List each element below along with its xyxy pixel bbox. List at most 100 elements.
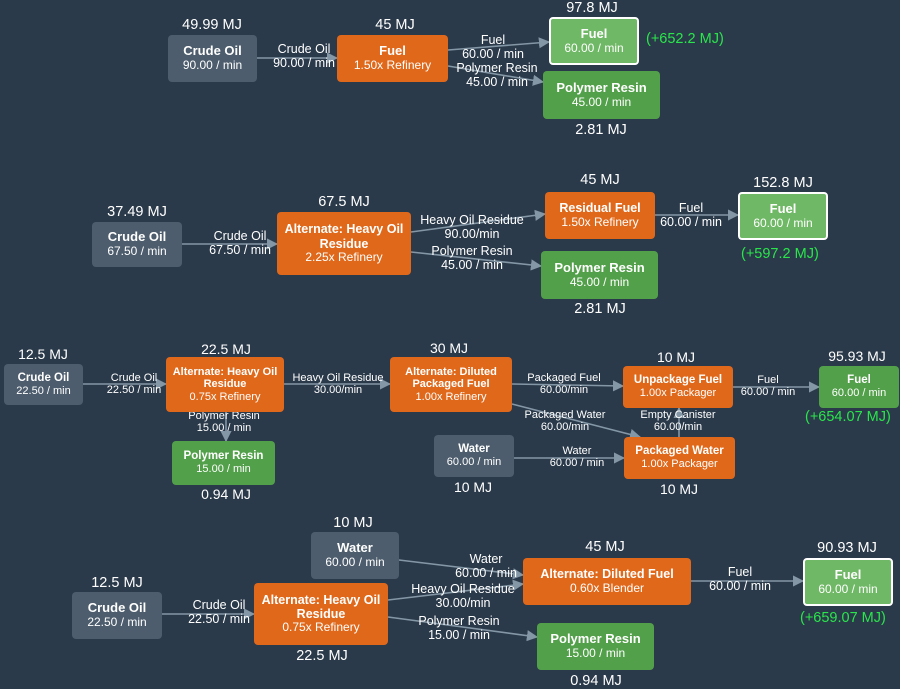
edge-item-name: Fuel [727,565,753,579]
edge-arrow [447,37,551,51]
node-title: Alternate: Heavy Oil Residue [261,592,381,622]
node-fuel-out[interactable]: Fuel 60.00 / min [738,192,828,240]
node-power-mj: 10 MJ [659,481,699,497]
node-fuel-out[interactable]: Fuel 60.00 / min [819,366,899,408]
edge-item-name: Polymer Resin [431,244,513,258]
edge-label: Water 60.00 / min [550,445,604,469]
edge-arrow [387,579,525,601]
edge-item-rate: 67.50 / min [209,242,271,257]
edge-label: Crude Oil 22.50 / min [188,598,250,627]
edge-item-name: Packaged Fuel [527,372,601,384]
edge-label: Polymer Resin 45.00 / min [456,61,537,90]
edge-item-name: Crude Oil [277,42,331,56]
node-heavy-recipe[interactable]: Alternate: Heavy Oil Residue 0.75x Refine… [166,357,284,412]
node-resin-out[interactable]: Polymer Resin 45.00 / min [543,71,660,119]
node-rate: 0.60x Blender [569,580,645,595]
node-title: Alternate: Heavy Oil Residue [172,365,278,391]
node-title: Crude Oil [183,43,242,59]
node-power-mj: 67.5 MJ [318,194,370,210]
edge-label: Fuel 60.00 / min [709,565,771,594]
edge-item-name: Water [469,552,503,566]
edge-item-name: Crude Oil [213,229,267,243]
node-crude[interactable]: Crude Oil 22.50 / min [4,364,83,405]
node-diluted-recipe[interactable]: Alternate: Diluted Packaged Fuel 1.00x Re… [390,357,512,412]
edge-item-name: Polymer Resin [418,614,500,628]
node-title: Polymer Resin [556,79,647,95]
edge-item-rate: 60.00/min [539,384,589,397]
node-power-mj: 2.81 MJ [574,301,626,317]
edge-arrow [387,616,539,642]
node-title: Fuel [847,374,871,387]
node-power-mj: 30 MJ [429,340,469,356]
node-title: Unpackage Fuel [633,374,723,387]
node-rate: 60.00 / min [831,387,887,400]
edge-label: Packaged Water 60.00/min [525,409,606,433]
edge-item-name: Fuel [480,33,506,47]
edge-item-rate: 30.00/min [435,595,491,610]
node-title: Fuel [379,43,406,59]
node-power-mj: 12.5 MJ [18,346,68,362]
node-rate: 60.00 / min [753,215,813,230]
edge-item-rate: 15.00 / min [196,422,252,435]
node-rate: 1.50x Refinery [353,58,432,73]
node-rate: 15.00 / min [196,463,251,476]
edge-label: Crude Oil 22.50 / min [107,372,161,396]
node-title: Alternate: Diluted Packaged Fuel [405,365,497,391]
node-packwater-recipe[interactable]: Packaged Water 1.00x Packager [624,437,735,479]
edge-item-name: Polymer Resin [188,410,260,422]
edge-label: Empty Canister 60.00/min [640,409,715,433]
surplus-power: (+659.07 MJ) [800,610,886,626]
edge-item-name: Crude Oil [192,598,246,612]
node-power-mj: 10 MJ [333,515,373,531]
node-rate: 22.50 / min [87,615,147,630]
node-rate: 0.75x Refinery [282,620,360,635]
node-fuel-recipe[interactable]: Fuel 1.50x Refinery [337,35,448,82]
edge-label: Fuel 60.00 / min [741,374,795,398]
node-crude[interactable]: Crude Oil 67.50 / min [92,222,182,267]
node-fuel-out[interactable]: Fuel 60.00 / min [803,558,893,606]
edge-arrow [447,65,545,86]
node-rate: 60.00 / min [325,555,385,570]
edge-item-rate: 22.50 / min [106,384,162,397]
node-resin-out[interactable]: Polymer Resin 45.00 / min [541,251,658,299]
node-power-mj: 10 MJ [656,349,696,365]
node-power-mj: 10 MJ [453,479,493,495]
node-water[interactable]: Water 60.00 / min [311,532,399,579]
edge-arrow [511,380,625,392]
node-fuel-out[interactable]: Fuel 60.00 / min [549,17,639,65]
node-heavy-recipe[interactable]: Alternate: Heavy Oil Residue 0.75x Refine… [254,583,388,645]
node-blender-recipe[interactable]: Alternate: Diluted Fuel 0.60x Blender [523,558,691,605]
node-rate: 1.50x Refinery [561,214,639,229]
node-rate: 2.25x Refinery [305,249,383,264]
node-power-mj: 0.94 MJ [201,486,251,502]
node-water[interactable]: Water 60.00 / min [434,435,514,477]
edge-item-name: Crude Oil [110,372,158,384]
node-title: Fuel [834,566,862,582]
node-power-mj: 45 MJ [585,539,625,555]
node-resin-out[interactable]: Polymer Resin 15.00 / min [537,623,654,670]
node-power-mj: 12.5 MJ [91,575,143,591]
edge-item-name: Empty Canister [640,409,716,421]
node-crude[interactable]: Crude Oil 90.00 / min [168,35,257,82]
edge-item-rate: 60.00 / min [709,578,771,593]
node-power-mj: 37.49 MJ [107,204,167,220]
node-unpackage-recipe[interactable]: Unpackage Fuel 1.00x Packager [623,366,733,408]
node-title: Packaged Water [635,445,724,458]
node-power-mj: 95.93 MJ [828,348,886,364]
node-rate: 45.00 / min [571,94,632,109]
node-rate: 90.00 / min [182,58,243,73]
edge-item-rate: 60.00 / min [455,565,517,580]
node-residual-recipe[interactable]: Residual Fuel 1.50x Refinery [545,192,655,239]
node-resin-out[interactable]: Polymer Resin 15.00 / min [172,441,275,485]
node-rate: 60.00 / min [818,581,878,596]
node-title: Fuel [580,25,608,41]
edge-label: Water 60.00 / min [455,552,517,581]
node-crude[interactable]: Crude Oil 22.50 / min [72,592,162,639]
edge-item-rate: 90.00 / min [273,55,335,70]
node-power-mj: 0.94 MJ [570,673,622,689]
node-rate: 22.50 / min [16,384,71,397]
node-heavy-recipe[interactable]: Alternate: Heavy Oil Residue 2.25x Refine… [277,212,411,275]
edge-item-rate: 15.00 / min [428,627,490,642]
edge-label: Packaged Fuel 60.00/min [527,372,600,396]
